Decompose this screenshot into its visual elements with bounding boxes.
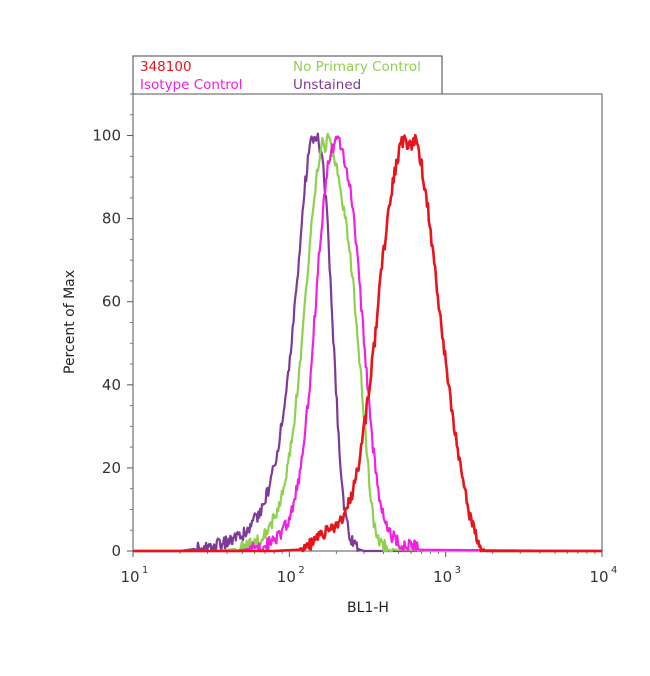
series-line-348100 xyxy=(132,133,603,553)
x-tick-label: 10 xyxy=(433,568,452,586)
x-tick-label: 10 xyxy=(589,568,608,586)
y-tick-label: 40 xyxy=(102,376,121,394)
y-axis: 0 20 40 60 80 100 xyxy=(92,93,133,560)
plot-area xyxy=(132,93,603,552)
legend: 348100 No Primary Control Isotype Contro… xyxy=(132,55,443,95)
legend-label-348100: 348100 xyxy=(140,59,192,75)
x-tick-exponent: 4 xyxy=(611,565,617,576)
series-line-unstained xyxy=(132,132,603,553)
x-axis: 10 1 10 2 10 3 10 4 xyxy=(120,551,617,586)
series-line-no-primary-control xyxy=(132,132,603,553)
series-line-isotype-control xyxy=(132,135,603,553)
y-tick-label: 80 xyxy=(102,210,121,228)
x-tick-exponent: 3 xyxy=(455,565,461,576)
x-tick-exponent: 2 xyxy=(298,565,304,576)
x-tick-label: 10 xyxy=(120,568,139,586)
legend-label-isotype-control: Isotype Control xyxy=(140,77,243,93)
y-tick-label: 0 xyxy=(111,542,121,560)
x-tick-label: 10 xyxy=(277,568,296,586)
y-axis-title: Percent of Max xyxy=(62,270,78,374)
x-axis-title: BL1-H xyxy=(347,600,389,616)
legend-label-unstained: Unstained xyxy=(293,77,361,93)
series-layer xyxy=(132,132,603,553)
y-tick-label: 100 xyxy=(92,127,121,145)
legend-box xyxy=(132,55,443,95)
legend-label-no-primary-control: No Primary Control xyxy=(293,59,421,75)
y-tick-label: 60 xyxy=(102,293,121,311)
x-tick-exponent: 1 xyxy=(142,565,148,576)
y-tick-label: 20 xyxy=(102,459,121,477)
